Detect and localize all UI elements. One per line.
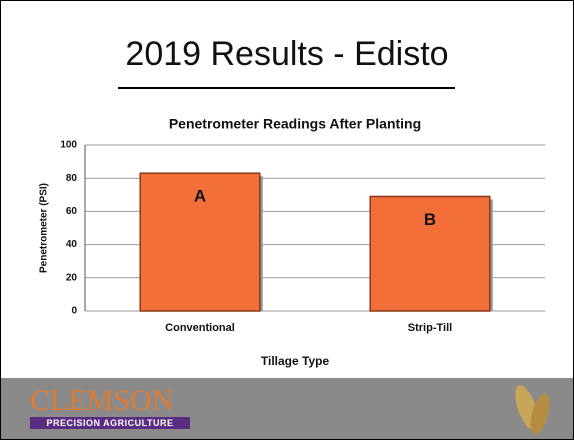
- y-tick-label: 20: [66, 272, 78, 283]
- y-tick-label: 40: [66, 239, 78, 250]
- x-tick-label: Strip-Till: [408, 322, 452, 334]
- x-axis-title: Tillage Type: [261, 354, 330, 368]
- footer-logo: CLEMSON: [30, 384, 173, 417]
- slide-title: 2019 Results - Edisto: [125, 35, 448, 73]
- bar-annotation: A: [194, 187, 206, 206]
- footer-tagline-box: [30, 417, 190, 429]
- bar: [139, 172, 261, 312]
- chart-title: Penetrometer Readings After Planting: [169, 116, 421, 132]
- y-tick-label: 60: [66, 206, 78, 217]
- footer-tagline: PRECISION AGRICULTURE: [46, 418, 173, 428]
- peanut-icon: [515, 385, 550, 435]
- bar: [369, 195, 491, 312]
- y-tick-label: 80: [66, 173, 78, 184]
- y-axis-title: Penetrometer (PSI): [39, 183, 50, 273]
- bar-annotation: B: [424, 210, 436, 229]
- y-tick-label: 100: [60, 140, 77, 151]
- y-tick-label: 0: [71, 306, 77, 317]
- x-tick-label: Conventional: [165, 322, 235, 334]
